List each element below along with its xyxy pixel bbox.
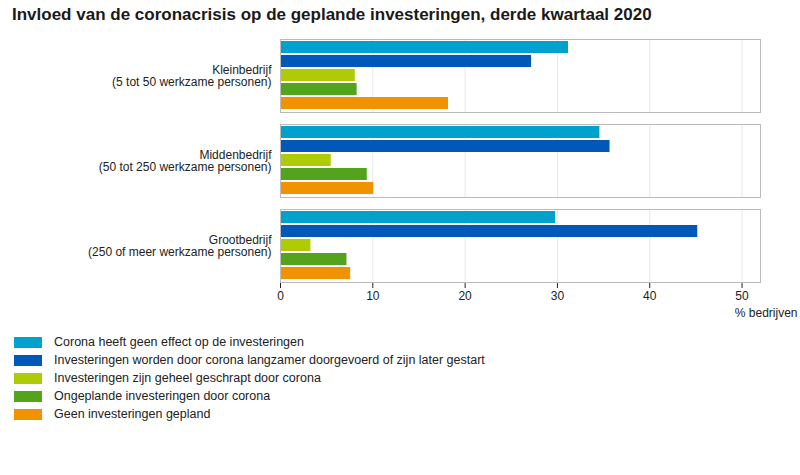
html-text:Invloed van de coronacrisis op: Invloed van de coronacrisis op de geplan…: [12, 5, 652, 24]
svg-text:0: 0: [277, 289, 284, 303]
svg-text:40: 40: [643, 289, 657, 303]
svg-text:Kleinbedrijf(5 tot 50 werkzame: Kleinbedrijf(5 tot 50 werkzame personen): [112, 63, 272, 89]
svg-text:Grootbedrijf(250 of meer werkz: Grootbedrijf(250 of meer werkzame person…: [88, 233, 272, 259]
svg-text:Middenbedrijf(50 tot 250 werkz: Middenbedrijf(50 tot 250 werkzame person…: [99, 148, 272, 174]
html-text:Investeringen zijn geheel gesc: Investeringen zijn geheel geschrapt door…: [54, 371, 321, 385]
html-text:Ongeplande investeringen door: Ongeplande investeringen door corona: [54, 389, 271, 403]
svg-text:30: 30: [551, 289, 565, 303]
svg-text:20: 20: [458, 289, 472, 303]
svg-text:50: 50: [735, 289, 749, 303]
svg-text:10: 10: [366, 289, 380, 303]
html-text:Investeringen worden door coro: Investeringen worden door corona langzam…: [54, 353, 485, 367]
svg-text:% bedrijven: % bedrijven: [735, 306, 798, 320]
html-text:Geen investeringen gepland: Geen investeringen gepland: [54, 407, 211, 421]
html-text:Corona heeft geen effect op de: Corona heeft geen effect op de investeri…: [54, 335, 304, 349]
